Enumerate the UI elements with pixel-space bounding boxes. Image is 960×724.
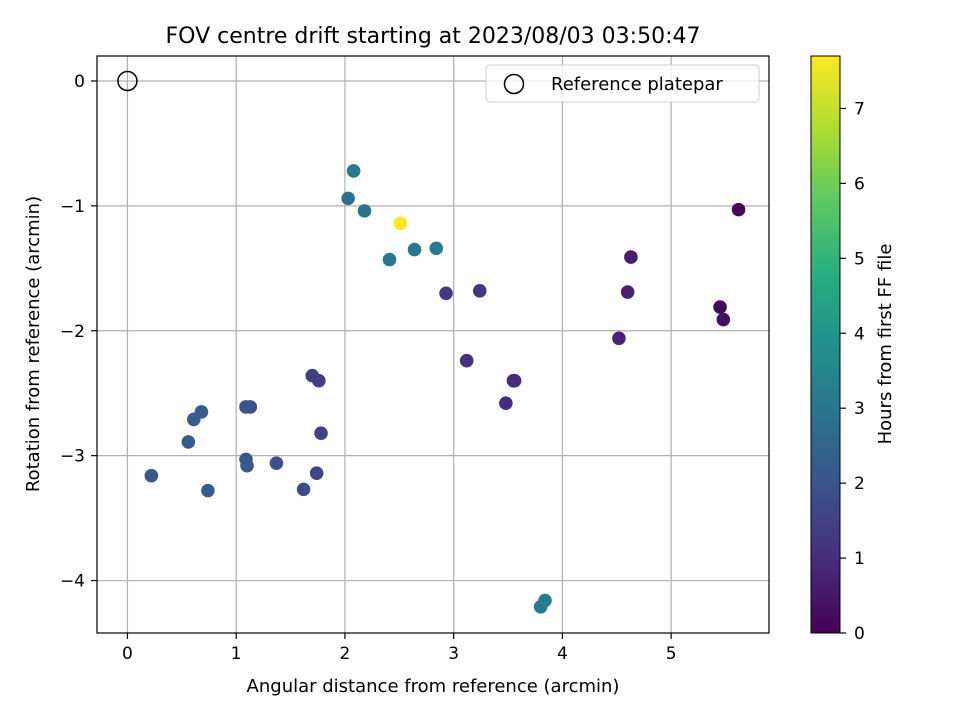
colorbar-label: Hours from first FF file [875,244,896,445]
y-tick-label: −3 [60,447,85,467]
data-point [314,426,328,440]
data-point [296,482,311,497]
data-point [382,252,397,267]
plot-frame [96,55,770,634]
data-point [538,593,552,608]
legend-box [485,64,760,103]
grid-x [126,56,672,633]
x-tick-label: 0 [122,644,133,664]
legend-label: Reference platepar [551,74,723,95]
y-axis-ticks: 0 −1 −2 −3 −4 [60,72,97,592]
data-point [472,283,487,298]
data-point [393,216,408,231]
data-point [499,396,513,410]
legend: Reference platepar [485,64,760,103]
data-point [186,412,201,427]
colorbar-tick-label: 6 [854,174,865,194]
y-tick-label: −2 [60,322,85,342]
data-point [346,164,361,178]
colorbar-tick-label: 4 [854,324,865,344]
x-tick-label: 5 [666,644,677,664]
colorbar-tick-label: 1 [854,549,865,569]
colorbar-tick-label: 0 [854,624,865,644]
colorbar-tick-label: 3 [854,399,865,419]
data-point [305,368,320,383]
colorbar [810,55,841,634]
data-point [612,331,626,346]
x-tick-label: 4 [557,644,568,664]
legend-marker [503,73,525,95]
data-point [309,466,324,480]
data-point [716,312,731,327]
data-point [239,400,253,414]
y-tick-label: −4 [60,572,85,592]
colorbar-tick-label: 5 [854,249,865,269]
data-point [620,285,635,299]
colorbar-tick-label: 7 [854,99,865,119]
y-tick-label: 0 [74,72,85,92]
data-point [429,241,444,256]
data-point [713,300,727,314]
x-axis-ticks: 0 1 2 3 4 5 [122,633,677,664]
x-tick-label: 1 [231,644,242,664]
data-point [731,202,746,217]
x-tick-label: 2 [340,644,351,664]
data-point [506,373,521,388]
x-axis-label: Angular distance from reference (arcmin) [247,676,620,697]
data-point [144,468,159,483]
data-point [269,456,284,470]
y-axis-label: Rotation from reference (arcmin) [23,196,44,492]
y-tick-label: −1 [60,197,85,217]
reference-marker [117,70,138,92]
data-point [407,242,422,257]
data-point [341,191,355,206]
colorbar-tick-label: 2 [854,474,865,494]
data-point [357,204,372,218]
grid-y [97,80,769,582]
data-points [144,164,746,614]
data-point [624,250,638,264]
data-point [201,483,215,498]
data-point [240,458,254,473]
data-point [181,435,196,449]
data-point [459,353,474,368]
data-point [439,286,453,301]
colorbar-ticks: 0 1 2 3 4 5 6 7 [840,99,865,644]
x-tick-label: 3 [448,644,459,664]
chart-title: FOV centre drift starting at 2023/08/03 … [166,24,701,49]
